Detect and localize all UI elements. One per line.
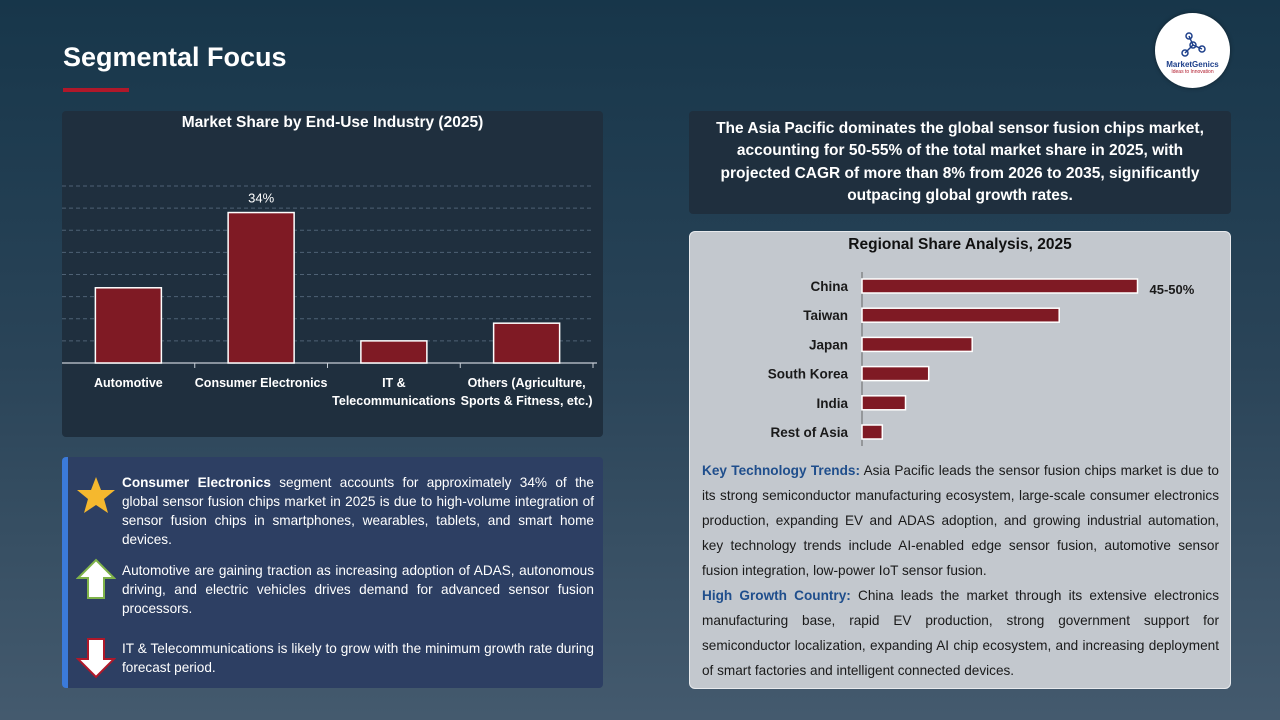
- bar: [861, 278, 1139, 294]
- category-label: South Korea: [768, 367, 849, 382]
- category-label-line: Telecommunications: [332, 394, 455, 408]
- arrow-down-icon: [76, 638, 116, 679]
- bar: [861, 424, 884, 440]
- insight-text: Automotive are gaining traction as incre…: [122, 563, 594, 616]
- category-label-line: IT &: [382, 376, 406, 390]
- insight-panel: Consumer Electronics segment accounts fo…: [62, 457, 603, 688]
- category-label-line: Automotive: [94, 376, 163, 390]
- callout-text: The Asia Pacific dominates the global se…: [716, 119, 1204, 205]
- network-icon: [1180, 32, 1206, 57]
- category-label: IT & Telecommunications: [332, 376, 455, 408]
- logo-name: MarketGenics: [1166, 60, 1219, 69]
- bar: [861, 307, 1060, 323]
- category-label-line: Consumer Electronics: [195, 376, 328, 390]
- logo-tagline: Ideas to Innovation: [1171, 69, 1214, 75]
- title-underline: [63, 88, 129, 92]
- trends-label: Key Technology Trends:: [702, 463, 860, 478]
- insight-body: segment accounts for approximately 34% o…: [122, 475, 594, 547]
- growth-text: China leads the market through its exten…: [702, 588, 1219, 678]
- insight-bold: Consumer Electronics: [122, 475, 271, 490]
- industry-chart-panel: Market Share by End-Use Industry (2025) …: [62, 111, 603, 437]
- insight-text: Consumer Electronics segment accounts fo…: [122, 473, 594, 549]
- category-label: Automotive: [94, 376, 163, 390]
- region-description: Key Technology Trends: Asia Pacific lead…: [702, 458, 1219, 683]
- category-label: Consumer Electronics: [195, 376, 328, 390]
- chart-title: Market Share by End-Use Industry (2025): [181, 114, 484, 131]
- regional-share-panel: Regional Share Analysis, 2025 China 45-50…: [689, 231, 1231, 689]
- company-logo: MarketGenics Ideas to Innovation: [1155, 13, 1230, 88]
- bar: [94, 287, 163, 364]
- page-title: Segmental Focus: [63, 42, 287, 72]
- region-chart-title: Regional Share Analysis, 2025: [848, 236, 1072, 253]
- bar: [227, 211, 295, 364]
- bar-data-label: 34%: [248, 191, 274, 206]
- category-label: Taiwan: [803, 308, 848, 323]
- star-icon: [77, 477, 115, 513]
- category-label: Japan: [809, 337, 848, 352]
- category-label-line: Others (Agriculture,: [468, 376, 586, 390]
- category-label-line: Sports & Fitness, etc.): [461, 394, 593, 408]
- industry-bar-chart: Automotive 34% Consumer Electronics IT & Tel…: [62, 185, 597, 408]
- category-label: Others (Agriculture, Sports & Fitness, et…: [461, 376, 593, 408]
- category-label: Rest of Asia: [770, 425, 848, 440]
- growth-label: High Growth Country:: [702, 588, 851, 603]
- trends-text: Asia Pacific leads the sensor fusion chi…: [702, 463, 1219, 578]
- bar: [861, 395, 907, 411]
- category-label: China: [810, 279, 848, 294]
- bar: [492, 322, 561, 364]
- bar-data-label: 45-50%: [1150, 282, 1195, 297]
- bar: [861, 365, 930, 382]
- bar: [360, 340, 428, 364]
- regional-bar-chart: China 45-50% Taiwan Japan South Korea India Re…: [768, 272, 1195, 446]
- insight-text: IT & Telecommunications is likely to gro…: [122, 641, 594, 675]
- category-label: India: [816, 396, 848, 411]
- arrow-up-icon: [76, 558, 116, 599]
- bar: [861, 336, 973, 353]
- asia-pacific-callout: The Asia Pacific dominates the global se…: [689, 111, 1231, 214]
